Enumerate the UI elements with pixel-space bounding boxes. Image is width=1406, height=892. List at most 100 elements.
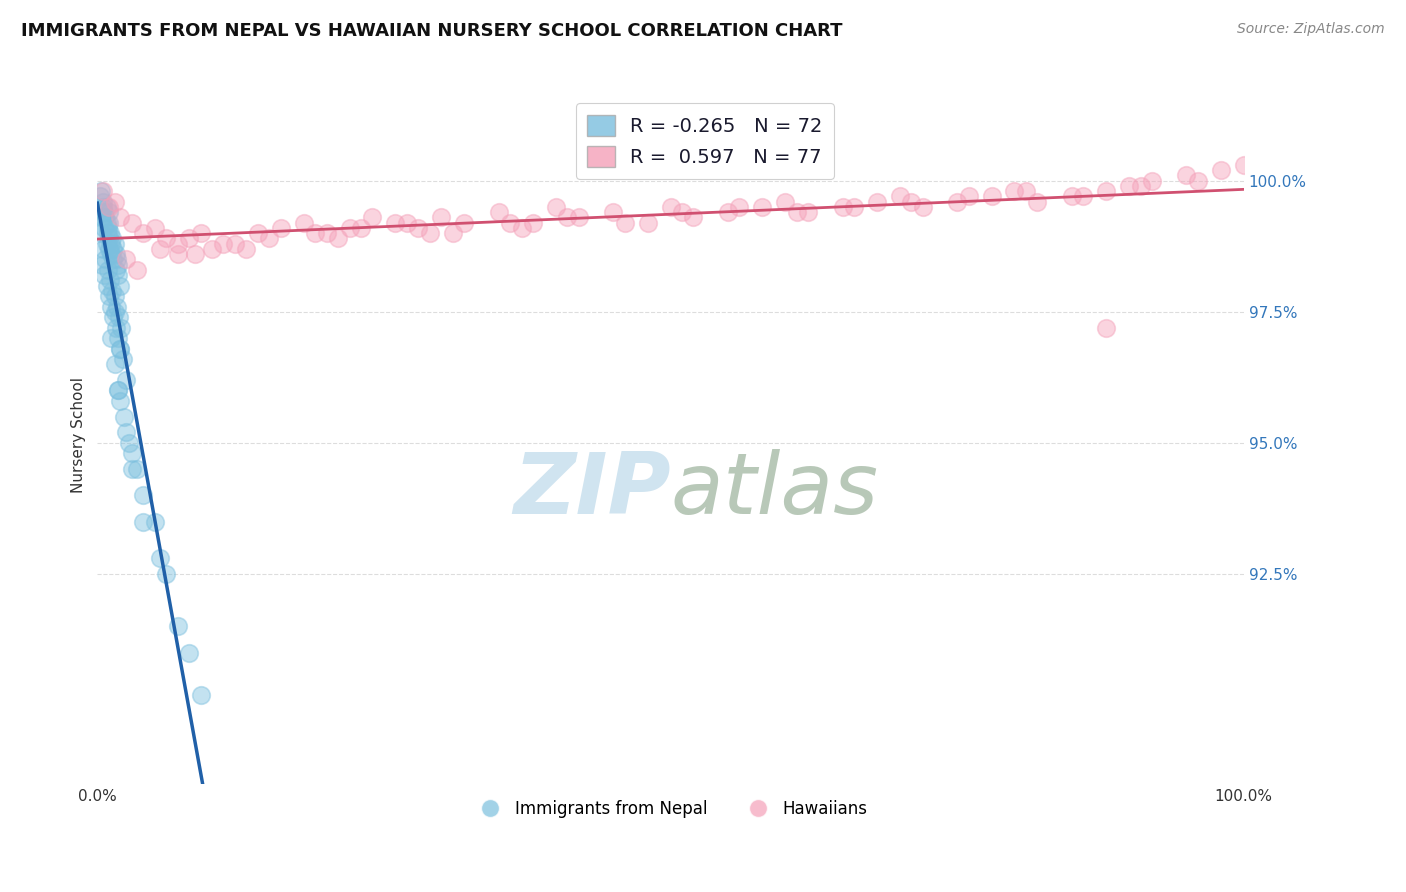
- Point: [339, 221, 361, 235]
- Point: [112, 409, 135, 424]
- Point: [103, 305, 125, 319]
- Point: [105, 300, 128, 314]
- Point: [728, 200, 751, 214]
- Point: [104, 320, 127, 334]
- Point: [1175, 169, 1198, 183]
- Point: [499, 216, 522, 230]
- Point: [149, 242, 172, 256]
- Point: [166, 236, 188, 251]
- Point: [786, 205, 808, 219]
- Point: [682, 211, 704, 225]
- Point: [103, 194, 125, 209]
- Point: [110, 320, 132, 334]
- Point: [224, 236, 246, 251]
- Point: [103, 236, 125, 251]
- Point: [544, 200, 567, 214]
- Point: [361, 211, 384, 225]
- Point: [488, 205, 510, 219]
- Point: [453, 216, 475, 230]
- Point: [101, 231, 124, 245]
- Point: [773, 194, 796, 209]
- Point: [118, 436, 141, 450]
- Point: [304, 226, 326, 240]
- Point: [97, 226, 120, 240]
- Point: [143, 221, 166, 235]
- Point: [1129, 179, 1152, 194]
- Point: [97, 231, 120, 245]
- Point: [93, 205, 115, 219]
- Point: [90, 226, 112, 240]
- Point: [97, 221, 120, 235]
- Point: [97, 242, 120, 256]
- Point: [121, 216, 143, 230]
- Point: [115, 252, 138, 267]
- Point: [292, 216, 315, 230]
- Point: [103, 252, 125, 267]
- Point: [94, 252, 117, 267]
- Point: [107, 331, 129, 345]
- Point: [103, 242, 125, 256]
- Point: [1015, 184, 1038, 198]
- Point: [115, 373, 138, 387]
- Point: [89, 189, 111, 203]
- Point: [107, 384, 129, 398]
- Point: [143, 515, 166, 529]
- Point: [259, 231, 281, 245]
- Point: [1140, 174, 1163, 188]
- Point: [97, 216, 120, 230]
- Point: [155, 566, 177, 581]
- Point: [101, 284, 124, 298]
- Y-axis label: Nursery School: Nursery School: [72, 377, 86, 493]
- Point: [671, 205, 693, 219]
- Point: [127, 263, 149, 277]
- Point: [97, 289, 120, 303]
- Point: [1004, 184, 1026, 198]
- Point: [121, 446, 143, 460]
- Point: [107, 268, 129, 282]
- Point: [100, 247, 122, 261]
- Point: [115, 425, 138, 440]
- Point: [1095, 184, 1118, 198]
- Point: [91, 194, 114, 209]
- Point: [659, 200, 682, 214]
- Point: [717, 205, 740, 219]
- Point: [797, 205, 820, 219]
- Point: [96, 216, 118, 230]
- Point: [637, 216, 659, 230]
- Point: [270, 221, 292, 235]
- Point: [602, 205, 624, 219]
- Point: [110, 278, 132, 293]
- Point: [957, 189, 980, 203]
- Point: [132, 226, 155, 240]
- Text: atlas: atlas: [671, 450, 879, 533]
- Point: [98, 226, 121, 240]
- Point: [1233, 158, 1256, 172]
- Point: [1187, 174, 1209, 188]
- Point: [107, 384, 129, 398]
- Point: [842, 200, 865, 214]
- Point: [190, 226, 212, 240]
- Point: [1095, 320, 1118, 334]
- Point: [166, 619, 188, 633]
- Point: [419, 226, 441, 240]
- Point: [613, 216, 636, 230]
- Point: [91, 258, 114, 272]
- Legend: Immigrants from Nepal, Hawaiians: Immigrants from Nepal, Hawaiians: [467, 793, 875, 824]
- Point: [1209, 163, 1232, 178]
- Point: [557, 211, 579, 225]
- Point: [350, 221, 373, 235]
- Point: [149, 551, 172, 566]
- Point: [522, 216, 544, 230]
- Point: [911, 200, 934, 214]
- Point: [235, 242, 257, 256]
- Point: [1118, 179, 1140, 194]
- Point: [946, 194, 969, 209]
- Point: [866, 194, 889, 209]
- Point: [93, 268, 115, 282]
- Point: [108, 310, 131, 324]
- Point: [201, 242, 224, 256]
- Point: [315, 226, 337, 240]
- Point: [98, 273, 121, 287]
- Point: [100, 236, 122, 251]
- Point: [96, 236, 118, 251]
